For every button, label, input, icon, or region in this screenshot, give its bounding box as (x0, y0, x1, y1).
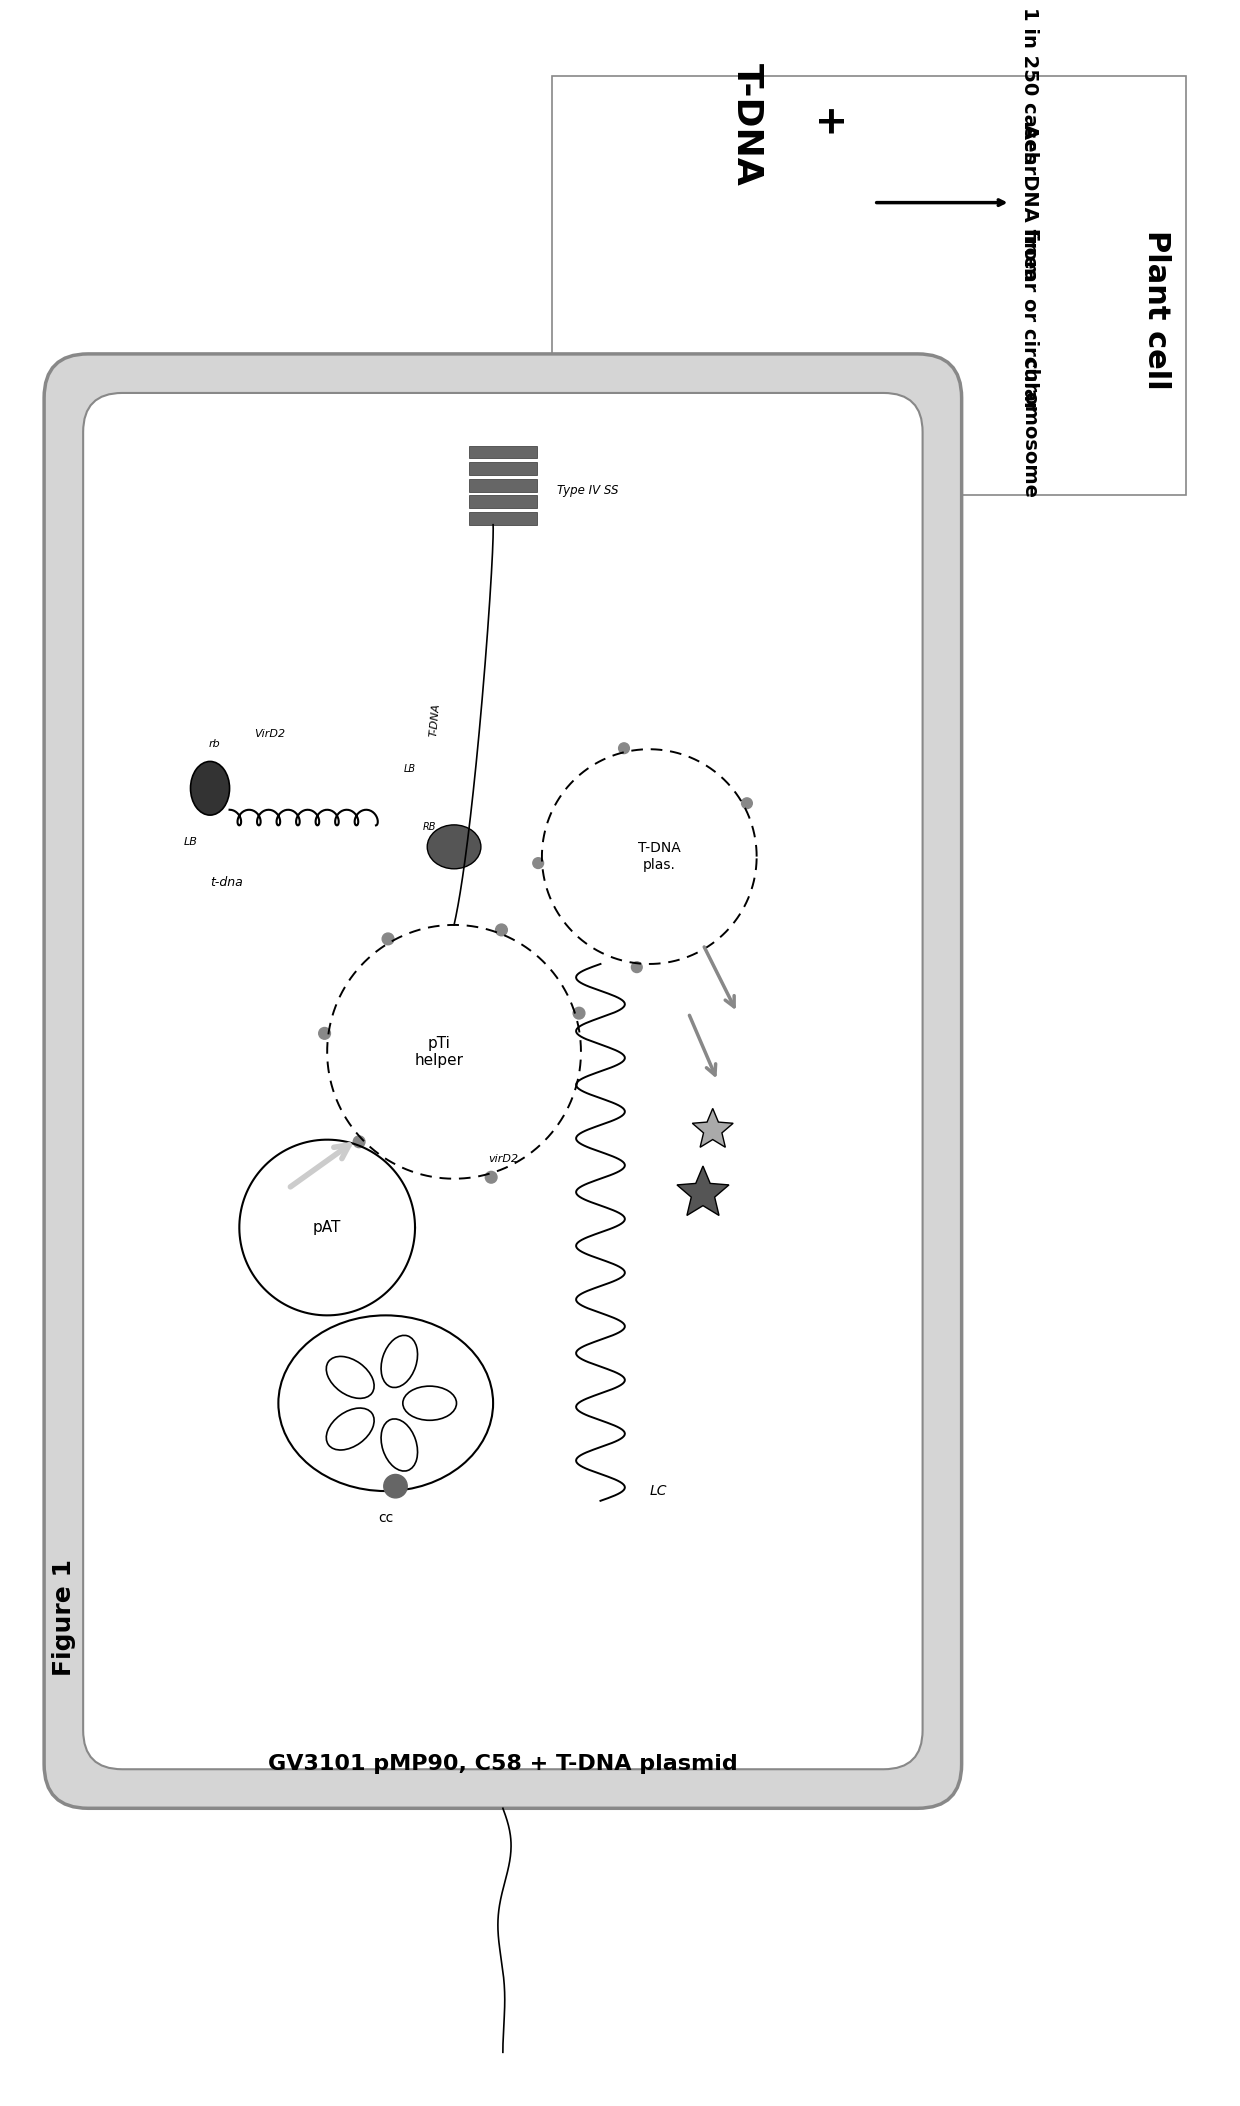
Text: rb: rb (210, 739, 221, 750)
Text: +: + (806, 107, 844, 141)
Text: LB: LB (404, 764, 417, 773)
Circle shape (353, 1135, 365, 1148)
Text: LC: LC (650, 1485, 667, 1497)
Ellipse shape (326, 1356, 374, 1398)
Text: VirD2: VirD2 (254, 729, 285, 739)
Ellipse shape (191, 762, 229, 815)
Text: T-DNA
plas.: T-DNA plas. (637, 842, 681, 872)
Circle shape (742, 798, 753, 809)
Circle shape (619, 743, 630, 754)
Polygon shape (692, 1108, 733, 1148)
Circle shape (319, 1028, 330, 1038)
Text: T-DNA: T-DNA (428, 703, 441, 737)
Bar (469, 495, 537, 508)
Circle shape (573, 1007, 585, 1019)
FancyBboxPatch shape (83, 394, 923, 1769)
Text: virD2: virD2 (489, 1154, 518, 1165)
Text: T-DNA: T-DNA (730, 63, 764, 185)
Text: Plant cell: Plant cell (1142, 230, 1172, 390)
FancyBboxPatch shape (552, 76, 1187, 495)
Text: 1 in 250 cases: 1 in 250 cases (1021, 8, 1039, 164)
Text: cc: cc (378, 1510, 393, 1525)
Circle shape (485, 1171, 497, 1184)
Text: AchrDNA from: AchrDNA from (1021, 124, 1039, 280)
Text: pAT: pAT (312, 1219, 341, 1234)
Bar (469, 478, 537, 491)
Text: chromosome: chromosome (1021, 356, 1039, 497)
Circle shape (382, 933, 394, 946)
Text: GV3101 pMP90, C58 + T-DNA plasmid: GV3101 pMP90, C58 + T-DNA plasmid (268, 1754, 738, 1775)
Circle shape (631, 962, 642, 973)
Bar (469, 512, 537, 524)
Text: pTi
helper: pTi helper (415, 1036, 464, 1068)
Ellipse shape (381, 1419, 418, 1472)
Bar (469, 461, 537, 476)
Text: t-dna: t-dna (210, 876, 243, 889)
Circle shape (533, 857, 543, 868)
Ellipse shape (278, 1316, 494, 1491)
Ellipse shape (403, 1386, 456, 1419)
Bar (469, 446, 537, 459)
Circle shape (496, 925, 507, 935)
Text: Type IV SS: Type IV SS (557, 484, 618, 497)
Text: LB: LB (184, 836, 197, 847)
FancyBboxPatch shape (45, 354, 962, 1809)
Text: Figure 1: Figure 1 (52, 1558, 76, 1676)
Text: linear or circular: linear or circular (1021, 227, 1039, 411)
Ellipse shape (428, 826, 481, 870)
Text: RB: RB (423, 821, 436, 832)
Polygon shape (677, 1167, 729, 1215)
Ellipse shape (326, 1409, 374, 1451)
Circle shape (384, 1474, 407, 1497)
Ellipse shape (381, 1335, 418, 1388)
